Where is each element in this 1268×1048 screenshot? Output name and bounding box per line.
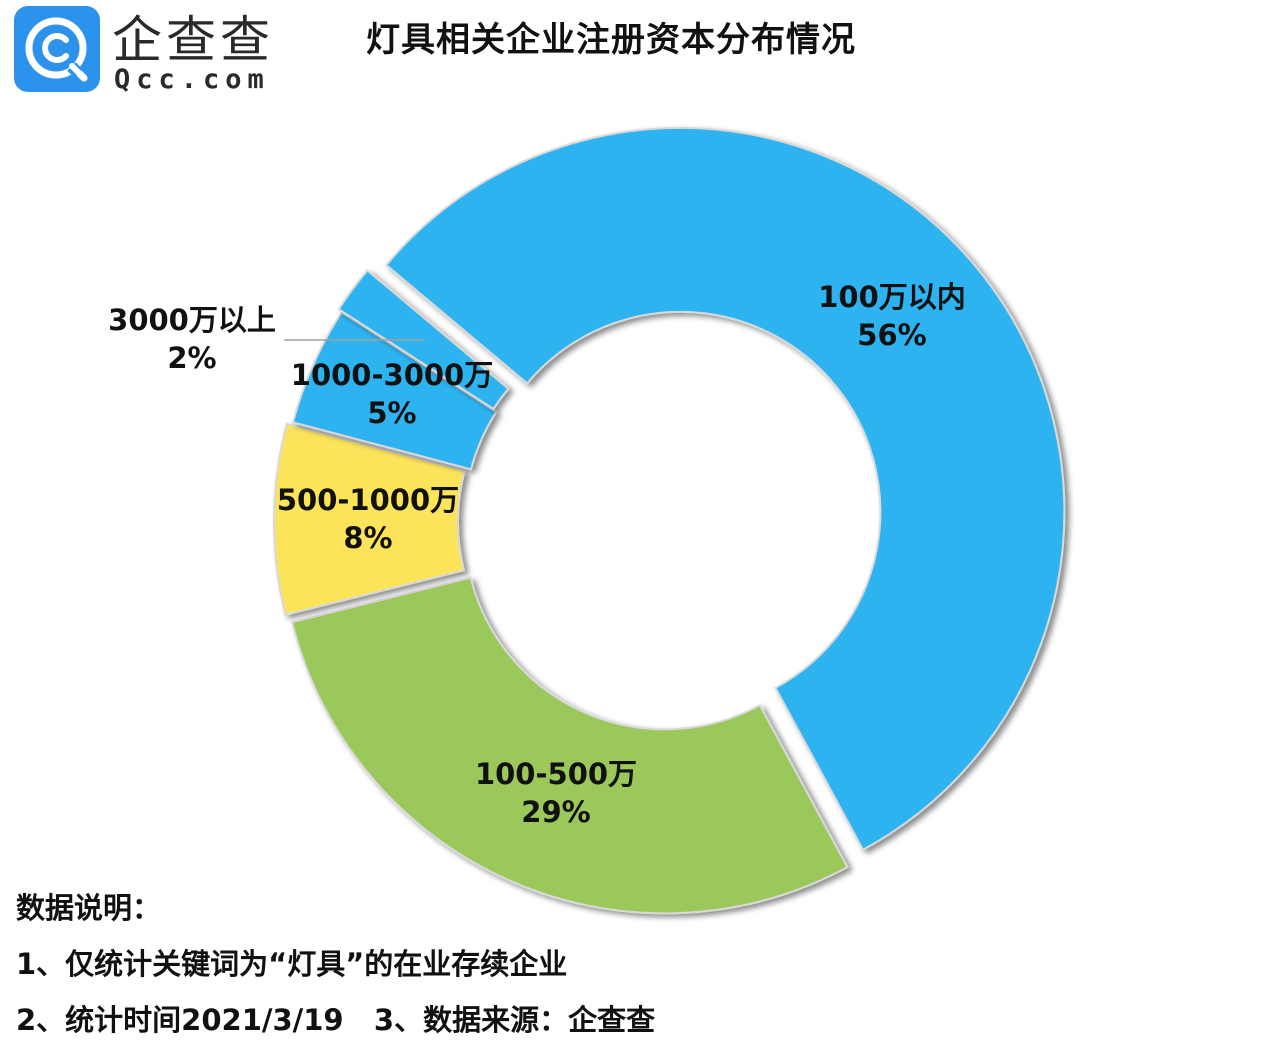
data-label-percent: 29% [521,795,591,829]
data-label-percent: 56% [857,318,927,352]
data-label: 1000-3000万 5% [291,356,493,432]
logo-cn-text: 企查查 [112,11,274,69]
notes-line-1: 1、仅统计关键词为“灯具”的在业存续企业 [16,947,568,981]
data-label: 100万以内 56% [818,278,966,354]
data-label: 500-1000万 8% [277,481,459,557]
slice-2 [290,576,849,915]
data-label-category: 1000-3000万 [290,358,494,392]
qcc-logo: 企查查 Qcc.com [14,6,270,96]
data-label: 3000万以上 2% [108,301,276,377]
data-label: 100-500万 29% [475,755,637,831]
slice-1 [384,126,1066,852]
notes-heading: 数据说明： [16,891,162,925]
data-label-category: 3000万以上 [108,303,276,337]
notes-line-2: 2、统计时间2021/3/19 3、数据来源：企查查 [16,1003,656,1037]
data-notes: 数据说明： 1、仅统计关键词为“灯具”的在业存续企业 2、统计时间2021/3/19… [16,880,655,1048]
data-label-percent: 2% [167,341,217,375]
donut-slices [273,126,1066,915]
slice-3 [273,422,466,617]
qcc-logo-icon [14,6,100,92]
data-label-percent: 5% [367,396,417,430]
data-label-category: 500-1000万 [276,483,460,517]
data-label-category: 100万以内 [818,280,966,314]
data-label-percent: 8% [343,521,393,555]
chart-title: 灯具相关企业注册资本分布情况 [366,20,856,60]
slice-4 [291,310,498,471]
logo-en-text: Qcc.com [114,64,270,95]
data-label-category: 100-500万 [474,757,638,791]
